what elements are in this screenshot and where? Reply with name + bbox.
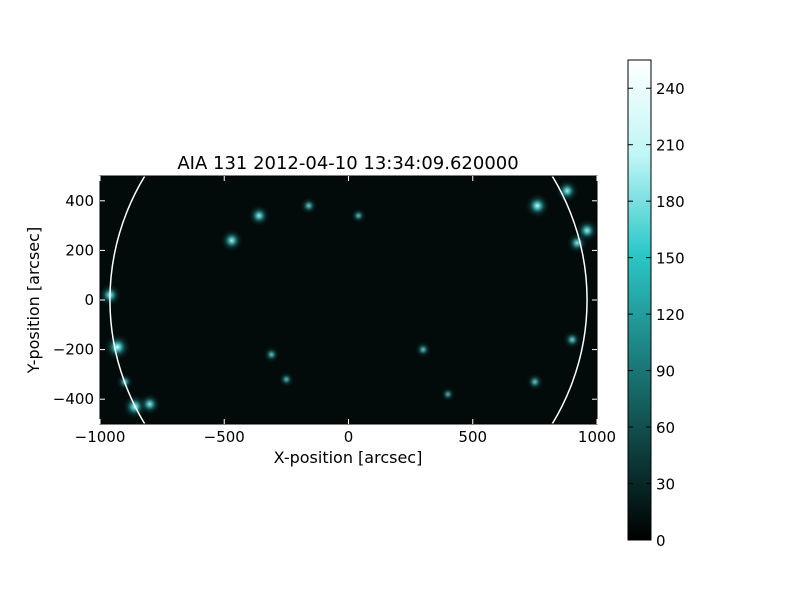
- colorbar-tick-label: 90: [656, 363, 675, 381]
- colorbar-tick-label: 0: [656, 532, 666, 550]
- bright-region-8: [350, 208, 367, 224]
- bright-region-13: [563, 330, 582, 349]
- bright-region-1: [104, 334, 131, 361]
- x-axis: −1000 −500 0 500 1000: [75, 176, 616, 446]
- bright-region-12: [575, 219, 597, 242]
- colorbar-tick-label: 180: [656, 193, 685, 211]
- x-tick-label: 0: [344, 428, 354, 446]
- bright-region-5: [220, 229, 243, 252]
- colorbar-tick-label: 210: [656, 137, 685, 155]
- x-tick-label: 500: [458, 428, 487, 446]
- colorbar-tick-label: 150: [656, 250, 685, 268]
- y-tick-label: 200: [65, 241, 94, 259]
- y-tick-label: −400: [53, 390, 94, 408]
- x-tick-label: 1000: [578, 428, 616, 446]
- colorbar-gradient: [627, 59, 652, 541]
- bright-region-16: [263, 346, 280, 363]
- bright-region-3: [138, 393, 161, 415]
- plot-area: [99, 175, 598, 425]
- y-tick-label: 0: [84, 291, 94, 309]
- x-tick-label: −1000: [75, 428, 126, 446]
- plot-background: [100, 176, 597, 424]
- bright-region-14: [526, 373, 544, 391]
- y-axis-label: Y-position [arcsec]: [24, 227, 43, 374]
- colorbar-tick-label: 120: [656, 306, 685, 324]
- y-axis: 400 200 0 −200 −400: [53, 192, 597, 408]
- bright-region-15: [415, 341, 432, 358]
- y-tick-label: −200: [53, 341, 94, 359]
- colorbar-tick-label: 60: [656, 419, 675, 437]
- solar-limb: [109, 176, 588, 424]
- bright-region-10: [555, 179, 579, 203]
- bright-region-18: [440, 387, 456, 402]
- colorbar-ticks: 0 30 60 90 120 150 180 210 240: [628, 80, 685, 550]
- colorbar-tick-label: 240: [656, 80, 685, 98]
- x-tick-label: −500: [204, 428, 245, 446]
- colorbar: 0 30 60 90 120 150 180 210 240: [627, 59, 685, 550]
- bright-region-9: [525, 193, 550, 218]
- y-tick-label: 400: [65, 192, 94, 210]
- colorbar-tick-label: 30: [656, 476, 675, 494]
- bright-region-17: [278, 371, 294, 387]
- chart-title: AIA 131 2012-04-10 13:34:09.620000: [177, 153, 518, 174]
- bright-regions: [100, 179, 597, 419]
- bright-region-7: [300, 197, 318, 215]
- x-axis-label: X-position [arcsec]: [274, 448, 423, 467]
- bright-region-6: [248, 204, 270, 227]
- limb-circle: [109, 176, 588, 424]
